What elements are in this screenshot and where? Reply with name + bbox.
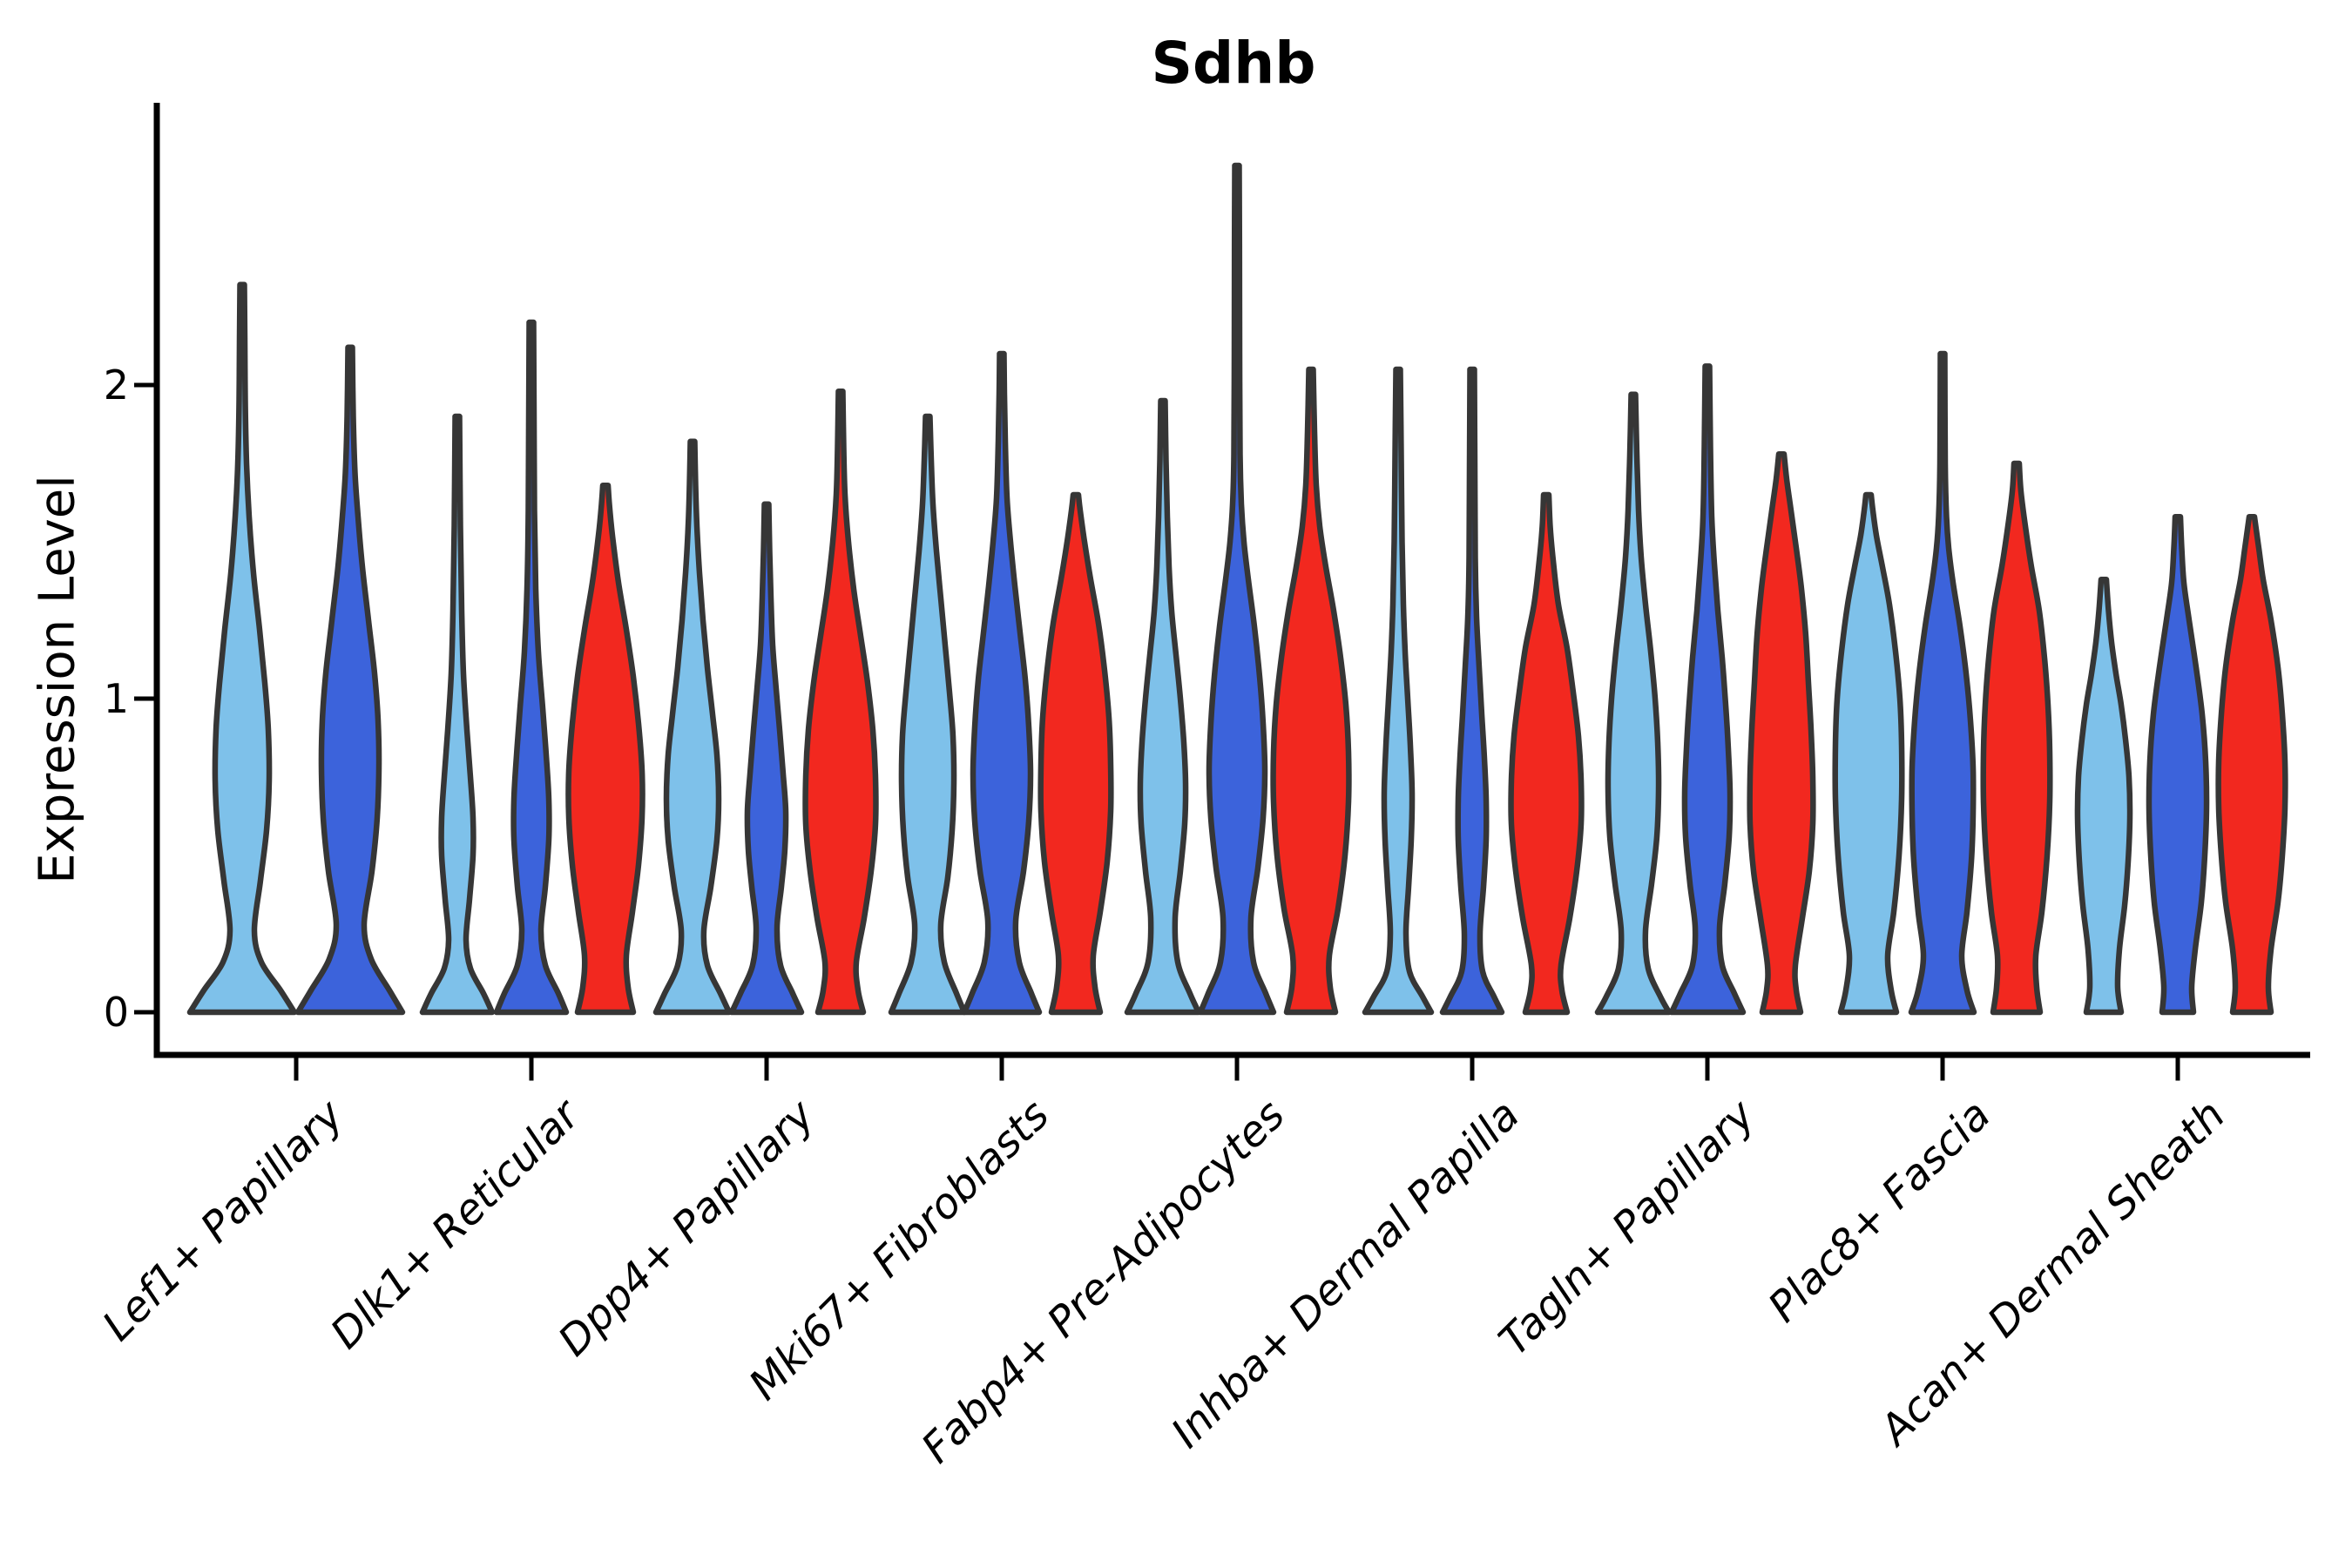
- violin-8-light_blue: [2074, 576, 2133, 1016]
- violin-6-light_blue: [1594, 391, 1673, 1016]
- y-tick-label-1: 1: [103, 675, 129, 722]
- violin-6-red: [1747, 450, 1816, 1016]
- violin-2-light_blue: [652, 438, 733, 1016]
- violin-0-light_blue: [186, 281, 298, 1016]
- violin-1-light_blue: [419, 413, 496, 1016]
- chart-title: Sdhb: [1151, 30, 1316, 97]
- violin-5-red: [1508, 491, 1585, 1016]
- violin-2-red: [802, 388, 879, 1016]
- violin-5-dark_blue: [1439, 366, 1505, 1016]
- violin-4-red: [1270, 366, 1352, 1016]
- violin-6-dark_blue: [1668, 363, 1747, 1016]
- violin-4-light_blue: [1124, 397, 1202, 1016]
- violin-7-dark_blue: [1908, 350, 1977, 1016]
- violin-5-light_blue: [1362, 366, 1435, 1016]
- violin-1-dark_blue: [493, 319, 570, 1016]
- y-axis-label: Expression Level: [29, 475, 86, 884]
- violin-2-dark_blue: [728, 501, 805, 1016]
- violin-4-dark_blue: [1197, 162, 1277, 1016]
- violin-7-light_blue: [1832, 491, 1905, 1016]
- y-tick-label-2: 2: [103, 362, 129, 409]
- violin-3-dark_blue: [961, 350, 1043, 1016]
- violin-3-red: [1037, 491, 1114, 1016]
- violin-3-light_blue: [888, 413, 968, 1016]
- violin-8-dark_blue: [2146, 513, 2210, 1016]
- violin-7-red: [1980, 460, 2053, 1016]
- violin-1-red: [565, 482, 645, 1016]
- y-tick-label-0: 0: [103, 989, 129, 1036]
- violin-8-red: [2215, 513, 2288, 1016]
- violin-0-dark_blue: [294, 344, 406, 1016]
